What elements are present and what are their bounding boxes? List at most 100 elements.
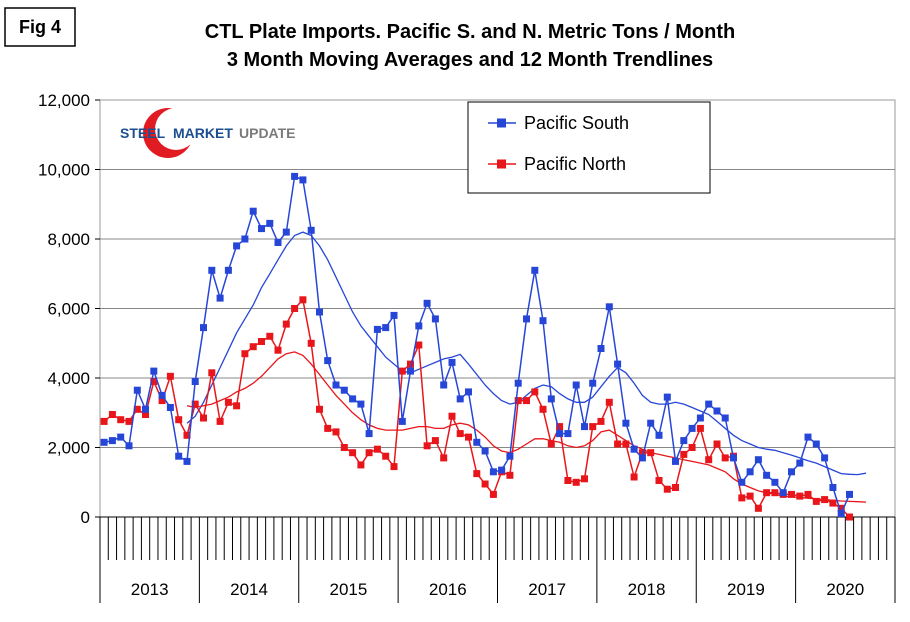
point-pacific-north [258, 338, 265, 345]
point-pacific-north [233, 402, 241, 410]
legend: Pacific South Pacific North [467, 101, 711, 194]
point-pacific-south [754, 456, 762, 464]
legend-marker-pacific-north [497, 159, 506, 169]
point-pacific-south [456, 395, 464, 403]
y-tick-label: 2,000 [47, 439, 90, 458]
point-pacific-north [688, 444, 696, 451]
x-year-label: 2016 [429, 580, 467, 599]
point-pacific-north [489, 490, 497, 498]
point-pacific-north [630, 473, 638, 481]
point-pacific-south [431, 315, 439, 323]
point-pacific-north [423, 442, 431, 450]
point-pacific-north [589, 423, 597, 431]
point-pacific-north [200, 414, 207, 422]
point-pacific-north [456, 430, 464, 438]
point-pacific-north [614, 440, 622, 448]
point-pacific-south [142, 405, 149, 413]
point-pacific-south [200, 324, 207, 332]
y-tick-label: 12,000 [38, 91, 90, 110]
point-pacific-north [316, 405, 323, 413]
x-year-label: 2013 [131, 580, 169, 599]
x-year-label: 2020 [826, 580, 864, 599]
point-pacific-south [382, 324, 390, 332]
point-pacific-north [647, 449, 655, 457]
point-pacific-south [307, 226, 315, 234]
point-pacific-south [663, 393, 671, 401]
point-pacific-south [407, 367, 414, 375]
point-pacific-south [523, 315, 530, 323]
point-pacific-south [539, 317, 547, 325]
point-pacific-north [605, 398, 613, 406]
legend-box [467, 101, 711, 194]
legend-label-pacific-north: Pacific North [524, 154, 626, 174]
point-pacific-south [837, 510, 845, 517]
point-pacific-south [846, 490, 853, 498]
point-pacific-north [208, 369, 216, 377]
point-pacific-south [605, 303, 613, 311]
point-pacific-north [415, 341, 423, 349]
point-pacific-north [398, 367, 406, 375]
point-pacific-north [407, 360, 414, 368]
point-pacific-north [622, 440, 630, 448]
steel-market-update-logo: STEEL MARKET UPDATE [120, 108, 296, 158]
point-pacific-south [614, 360, 622, 368]
point-pacific-south [233, 242, 241, 250]
point-pacific-south [100, 438, 108, 446]
point-pacific-south [514, 379, 522, 387]
point-pacific-south [481, 447, 489, 455]
point-pacific-north [241, 350, 249, 358]
logo-word-update: UPDATE [239, 125, 296, 141]
point-pacific-south [498, 466, 506, 474]
point-pacific-south [398, 417, 406, 425]
point-pacific-south [258, 225, 265, 233]
point-pacific-north [523, 397, 530, 405]
point-pacific-south [506, 452, 514, 460]
point-pacific-south [622, 419, 630, 427]
point-pacific-south [788, 468, 795, 476]
point-pacific-north [713, 440, 721, 448]
point-pacific-north [846, 513, 853, 521]
point-pacific-north [638, 449, 646, 457]
point-pacific-south [696, 414, 704, 422]
point-pacific-south [357, 400, 365, 408]
point-pacific-south [274, 239, 282, 246]
point-pacific-north [117, 416, 125, 424]
x-year-label: 2018 [628, 580, 666, 599]
point-pacific-north [796, 492, 804, 500]
trendline-pacific-north [186, 351, 867, 503]
point-pacific-south [216, 294, 224, 302]
point-pacific-south [340, 386, 348, 394]
point-pacific-north [108, 411, 116, 418]
point-pacific-south [705, 400, 713, 408]
point-pacific-north [481, 480, 489, 488]
chart-title: CTL Plate Imports. Pacific S. and N. Met… [205, 21, 735, 43]
point-pacific-north [216, 417, 224, 425]
point-pacific-north [572, 478, 580, 486]
point-pacific-north [431, 437, 439, 445]
point-pacific-south [738, 478, 746, 486]
point-pacific-north [581, 475, 588, 483]
point-pacific-south [829, 484, 837, 491]
legend-label-pacific-south: Pacific South [524, 113, 629, 133]
x-year-label: 2015 [330, 580, 368, 599]
point-pacific-north [390, 463, 398, 471]
point-pacific-south [556, 430, 564, 438]
point-pacific-south [390, 311, 398, 319]
point-pacific-south [108, 437, 116, 445]
point-pacific-north [539, 405, 547, 413]
figure-label-box [4, 7, 76, 47]
point-pacific-south [158, 391, 166, 399]
point-pacific-south [746, 468, 754, 476]
point-pacific-south [175, 452, 183, 460]
point-pacific-north [365, 449, 373, 457]
point-pacific-south [564, 430, 572, 438]
point-pacific-south [291, 172, 299, 180]
point-pacific-south [647, 419, 655, 427]
legend-marker-pacific-south [497, 118, 506, 128]
point-pacific-south [125, 442, 133, 450]
point-pacific-south [597, 345, 605, 352]
point-pacific-north [382, 452, 390, 460]
point-pacific-north [696, 424, 704, 432]
y-tick-label: 6,000 [47, 300, 90, 319]
